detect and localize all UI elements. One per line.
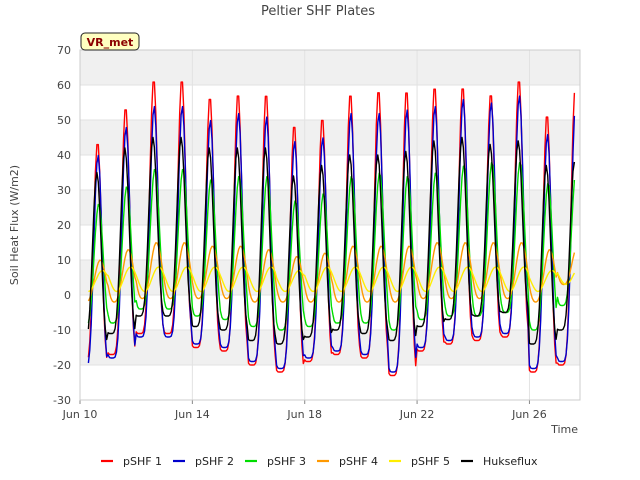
site-label: VR_met <box>87 36 134 49</box>
legend-label: pSHF 3 <box>267 455 306 468</box>
x-tick-label: Jun 26 <box>511 408 547 421</box>
x-axis-title: Time <box>550 423 578 436</box>
y-tick-label: 10 <box>57 254 71 267</box>
x-tick-label: Jun 18 <box>286 408 322 421</box>
y-tick-label: 40 <box>57 149 71 162</box>
background-band <box>80 120 580 155</box>
legend-label: pSHF 5 <box>411 455 450 468</box>
y-tick-label: -20 <box>53 359 71 372</box>
background-band <box>80 190 580 225</box>
chart-title: Peltier SHF Plates <box>261 4 375 19</box>
y-tick-label: 0 <box>64 289 71 302</box>
series-line-hukseflux <box>87 136 576 345</box>
y-tick-label: 60 <box>57 79 71 92</box>
plot-frame <box>79 49 581 401</box>
legend-label: pSHF 4 <box>339 455 378 468</box>
legend-label: pSHF 1 <box>123 455 162 468</box>
y-tick-label: 30 <box>57 184 71 197</box>
y-tick-label: 20 <box>57 219 71 232</box>
y-axis-title: Soil Heat Flux (W/m2) <box>8 165 21 285</box>
x-tick-label: Jun 14 <box>174 408 210 421</box>
series-line-pshf-2 <box>87 95 576 373</box>
y-tick-label: 50 <box>57 114 71 127</box>
x-tick-label: Jun 10 <box>62 408 98 421</box>
series-line-pshf-4 <box>87 242 576 303</box>
plot-area: -30 -20 -10 0 10 20 30 40 50 60 70 Jun 10 Jun 14 Jun … <box>53 44 581 421</box>
y-tick-label: 70 <box>57 44 71 57</box>
x-tick-label: Jun 22 <box>399 408 435 421</box>
background-band <box>80 50 580 85</box>
site-label-box: VR_met <box>80 32 140 51</box>
series-line-pshf-3 <box>87 162 576 331</box>
y-tick-label: -30 <box>53 394 71 407</box>
legend-label: pSHF 2 <box>195 455 234 468</box>
series-line-pshf-5 <box>88 266 576 293</box>
y-tick-label: -10 <box>53 324 71 337</box>
legend: pSHF 1 pSHF 2 pSHF 3 pSHF 4 pSHF 5 Hukseflux <box>101 455 538 468</box>
legend-label: Hukseflux <box>483 455 538 468</box>
